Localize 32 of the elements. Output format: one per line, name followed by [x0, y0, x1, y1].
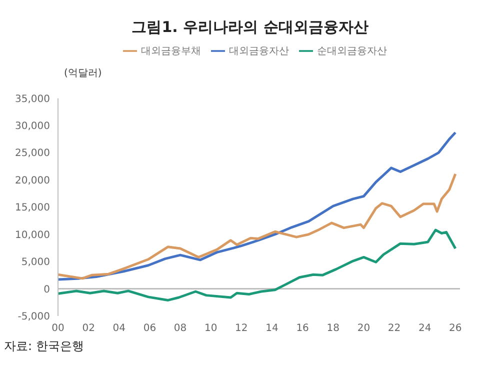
x-tick-label: 10 — [204, 323, 218, 334]
x-tick-label: 14 — [266, 323, 278, 334]
x-tick-label: 26 — [449, 323, 462, 334]
x-tick-label: 24 — [418, 323, 432, 334]
x-tick-label: 18 — [326, 323, 340, 334]
chart-title: 그림1. 우리나라의 순대외금융자산 — [130, 18, 370, 37]
text: 자료: 한국은행 — [4, 338, 84, 355]
legend-label: 대외금융부채 — [141, 46, 201, 57]
y-tick-label: 10,000 — [15, 230, 50, 241]
y-tick-label: 30,000 — [15, 121, 50, 132]
line-series — [58, 172, 457, 280]
x-tick-label: 04 — [112, 323, 126, 334]
line-series — [58, 228, 457, 302]
y-axis-title: (억달러) — [64, 67, 102, 80]
y-tick-label: 25,000 — [15, 148, 50, 160]
y-tick-label: 20,000 — [15, 175, 50, 186]
y-tick-label: 35,000 — [15, 94, 50, 105]
line-series — [58, 131, 457, 281]
x-tick-label: 20 — [357, 323, 370, 334]
x-tick-label: 00 — [52, 323, 64, 334]
legend-label: 순대외금융자산 — [317, 46, 387, 57]
y-tick-label: 15,000 — [15, 202, 50, 214]
x-tick-label: 12 — [235, 323, 248, 334]
x-tick-label: 02 — [82, 323, 95, 334]
x-tick-label: 22 — [388, 323, 401, 334]
x-tick-label: 16 — [296, 323, 309, 334]
legend-label: 대외금융자산 — [229, 46, 289, 57]
x-tick-label: 06 — [143, 323, 156, 334]
y-tick-label: 0 — [44, 284, 50, 296]
x-tick-label: 08 — [174, 323, 187, 334]
y-tick-label: -5,000 — [18, 312, 50, 323]
y-tick-label: 5,000 — [21, 257, 50, 268]
